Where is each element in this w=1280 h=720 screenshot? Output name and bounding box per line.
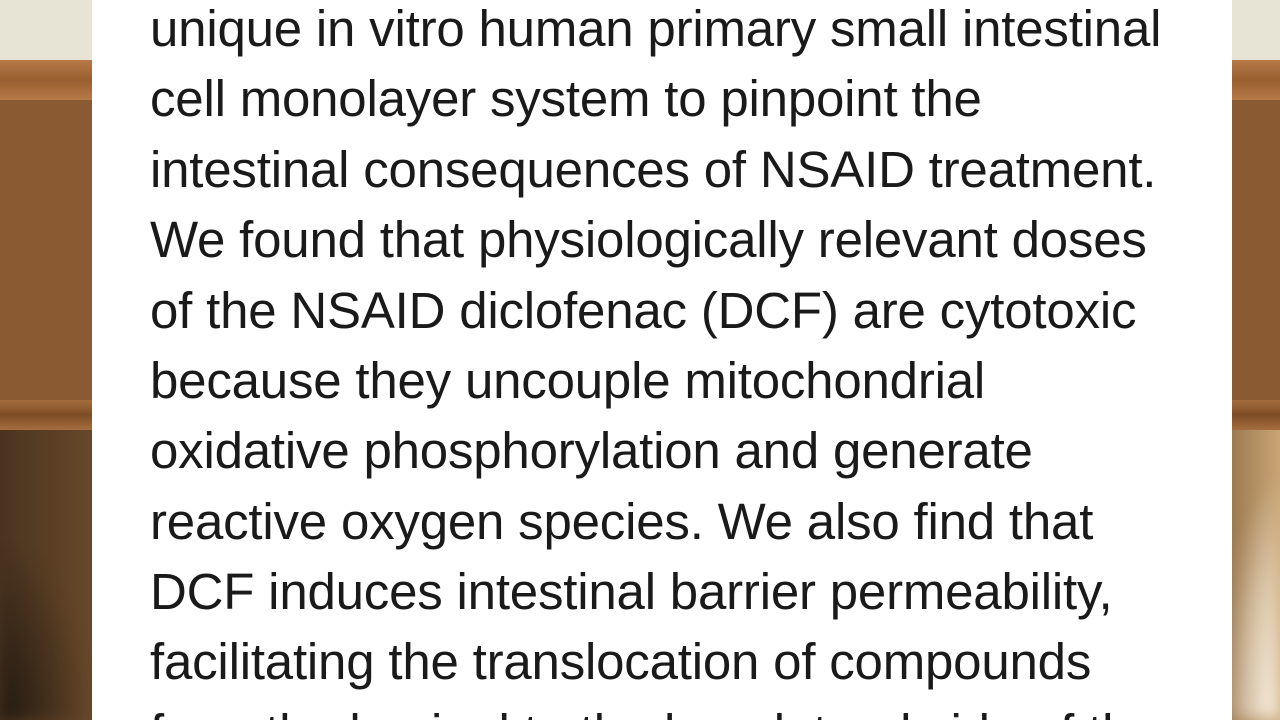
backdrop-shadow-left [0, 540, 90, 720]
document-card: unique in vitro human primary small inte… [92, 0, 1232, 720]
abstract-body-text: unique in vitro human primary small inte… [150, 0, 1174, 720]
